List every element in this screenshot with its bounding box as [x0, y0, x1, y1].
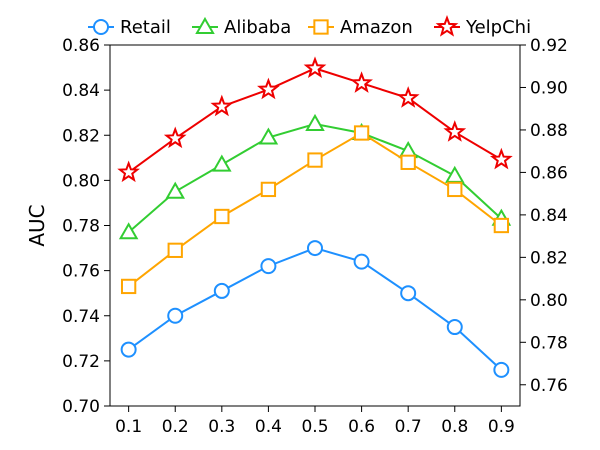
series-retail: [120, 240, 510, 378]
data-point: [303, 56, 327, 79]
y-right-tick-label: 0.78: [530, 333, 568, 353]
legend-marker: [195, 16, 215, 35]
plot-frame: [109, 44, 521, 407]
data-point: [163, 126, 187, 149]
x-tick-label: 0.8: [441, 417, 468, 437]
legend: Retail Alibaba Amazon YelpChi: [88, 15, 531, 38]
axes: 0.1 0.2 0.3 0.4 0.5 0.6 0.7 0.8 0.9 0.70 0.72 0.74 0…: [62, 36, 568, 437]
data-point: [212, 154, 232, 172]
y-right-tick-label: 0.84: [530, 206, 568, 226]
data-point: [307, 152, 323, 168]
series-line: [128, 247, 503, 371]
data-point: [447, 181, 463, 198]
legend-item-retail: Retail: [88, 17, 171, 38]
data-point: [167, 307, 184, 324]
x-tick-label: 0.3: [208, 417, 235, 437]
legend-marker: [313, 19, 329, 35]
y-left-tick-label: 0.82: [62, 126, 100, 146]
data-point: [443, 120, 467, 142]
y-left-tick-label: 0.70: [62, 397, 100, 417]
data-point: [213, 282, 230, 299]
data-point: [353, 125, 370, 141]
data-point: [117, 160, 141, 183]
x-tick-label: 0.4: [255, 417, 282, 437]
data-point: [493, 361, 510, 378]
data-point: [400, 154, 416, 170]
data-point: [258, 127, 279, 145]
data-point: [444, 165, 465, 183]
data-point: [493, 217, 510, 234]
legend-label: Retail: [120, 17, 171, 38]
data-point: [257, 77, 280, 100]
legend-item-alibaba: Alibaba: [192, 16, 291, 38]
data-point: [167, 242, 183, 258]
y-right-tick-label: 0.82: [530, 248, 568, 268]
data-point: [120, 278, 137, 295]
data-point: [118, 222, 139, 240]
x-tick-label: 0.7: [395, 417, 422, 437]
series-amazon: [120, 125, 510, 295]
x-tick-label: 0.1: [115, 417, 142, 437]
y-right-tick-label: 0.90: [530, 78, 568, 98]
y-left-tick-label: 0.76: [62, 262, 100, 282]
legend-label: Amazon: [340, 17, 413, 38]
legend-marker: [435, 15, 459, 37]
plot-area: [117, 56, 513, 378]
y-right-tick-label: 0.86: [530, 163, 568, 183]
legend-label: YelpChi: [465, 17, 531, 38]
y-left-tick-label: 0.84: [62, 81, 100, 101]
data-point: [260, 258, 277, 275]
data-point: [396, 86, 420, 108]
y-right-tick-label: 0.88: [530, 121, 568, 141]
data-point: [307, 240, 323, 257]
data-point: [260, 181, 277, 198]
series-line: [127, 122, 503, 234]
y-right-tick-label: 0.76: [530, 376, 568, 396]
legend-marker: [93, 19, 109, 35]
data-point: [350, 71, 373, 93]
legend-item-yelpchi: YelpChi: [434, 15, 531, 38]
y-left-tick-label: 0.74: [62, 307, 100, 327]
y-left-tick-label: 0.86: [62, 36, 100, 56]
data-point: [446, 319, 463, 336]
data-point: [305, 113, 325, 132]
data-point: [165, 181, 186, 199]
x-tick-label: 0.5: [301, 417, 328, 437]
y-axis-title: AUC: [25, 204, 49, 246]
legend-item-amazon: Amazon: [308, 17, 413, 38]
y-left-tick-label: 0.80: [62, 171, 100, 191]
legend-label: Alibaba: [224, 17, 291, 38]
x-tick-label: 0.6: [348, 417, 375, 437]
series-yelpchi: [117, 56, 513, 183]
data-point: [353, 253, 370, 270]
y-left-tick-label: 0.72: [62, 352, 100, 372]
y-left-tick-label: 0.78: [62, 217, 100, 237]
x-tick-label: 0.9: [488, 417, 515, 437]
y-right-tick-label: 0.80: [530, 291, 568, 311]
y-right-tick-label: 0.92: [530, 36, 568, 56]
data-point: [489, 147, 513, 170]
x-tick-label: 0.2: [162, 417, 189, 437]
data-point: [214, 208, 230, 225]
data-point: [400, 285, 417, 302]
data-point: [120, 341, 137, 358]
data-point: [210, 94, 234, 117]
